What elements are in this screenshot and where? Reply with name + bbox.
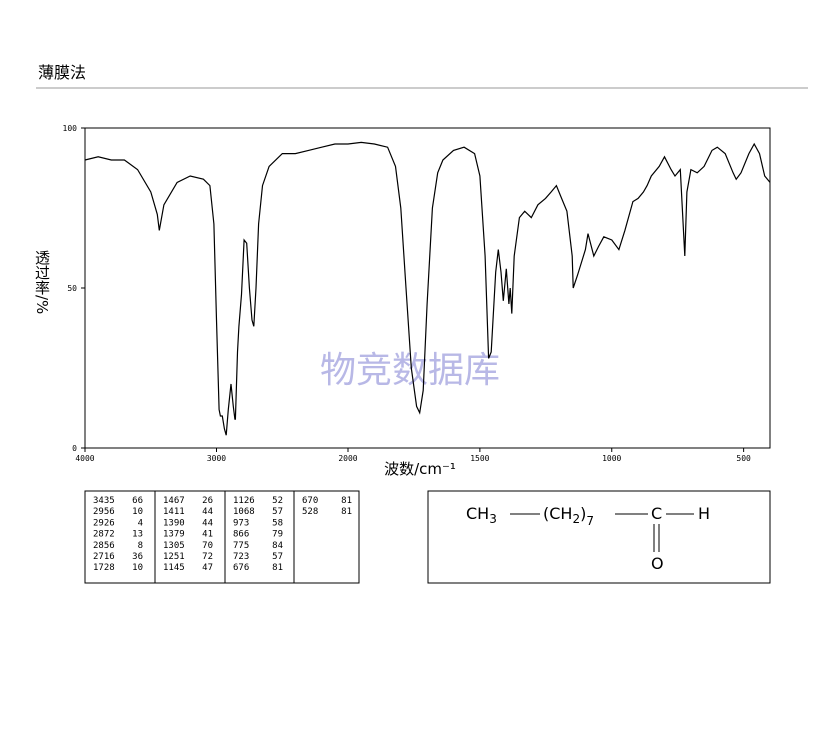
peak-transmittance: 66: [132, 496, 143, 506]
peak-wavenumber: 1126: [233, 496, 255, 506]
x-tick-label: 500: [736, 454, 751, 463]
peak-transmittance: 57: [272, 552, 283, 562]
peak-transmittance: 70: [202, 541, 213, 551]
peak-transmittance: 81: [272, 563, 283, 573]
peak-transmittance: 13: [132, 530, 143, 540]
peak-wavenumber: 1145: [163, 563, 185, 573]
peak-transmittance: 44: [202, 518, 213, 528]
peak-transmittance: 72: [202, 552, 213, 562]
x-tick-label: 3000: [207, 454, 226, 463]
peak-wavenumber: 723: [233, 552, 249, 562]
spectrum-line: [84, 141, 771, 436]
x-tick-label: 4000: [75, 454, 94, 463]
peak-transmittance: 36: [132, 552, 143, 562]
hydrogen: H: [698, 504, 710, 523]
peak-wavenumber: 1728: [93, 563, 115, 573]
peak-transmittance: 58: [272, 518, 283, 528]
peak-wavenumber: 2956: [93, 507, 115, 517]
peak-transmittance: 8: [138, 541, 143, 551]
peak-transmittance: 52: [272, 496, 283, 506]
oxygen: O: [651, 554, 664, 573]
peak-wavenumber: 1251: [163, 552, 185, 562]
peak-transmittance: 26: [202, 496, 213, 506]
y-tick-label: 0: [72, 444, 77, 453]
peak-wavenumber: 2872: [93, 530, 115, 540]
peak-wavenumber: 2856: [93, 541, 115, 551]
peak-transmittance: 47: [202, 563, 213, 573]
x-axis-label: 波数/cm⁻¹: [384, 460, 456, 478]
peak-wavenumber: 676: [233, 563, 249, 573]
peak-wavenumber: 1411: [163, 507, 185, 517]
peak-transmittance: 10: [132, 507, 143, 517]
peak-table-frame: [84, 490, 360, 584]
x-tick-label: 1500: [470, 454, 489, 463]
peak-transmittance: 4: [138, 518, 143, 528]
peak-wavenumber: 2716: [93, 552, 115, 562]
peak-wavenumber: 670: [302, 496, 318, 506]
peak-wavenumber: 3435: [93, 496, 115, 506]
y-axis-label: 透过率/%: [33, 250, 51, 314]
peak-transmittance: 57: [272, 507, 283, 517]
peak-transmittance: 41: [202, 530, 213, 540]
y-tick-label: 50: [67, 284, 77, 293]
y-tick-label: 100: [63, 124, 78, 133]
x-tick-label: 1000: [602, 454, 621, 463]
peak-wavenumber: 528: [302, 507, 318, 517]
peak-wavenumber: 1068: [233, 507, 255, 517]
peak-wavenumber: 973: [233, 518, 249, 528]
peak-transmittance: 10: [132, 563, 143, 573]
structure: CH3 (CH2)7 C H O: [466, 504, 710, 573]
peak-transmittance: 44: [202, 507, 213, 517]
peak-wavenumber: 2926: [93, 518, 115, 528]
group1: CH3: [466, 504, 497, 526]
peak-transmittance: 81: [341, 507, 352, 517]
peak-transmittance: 84: [272, 541, 283, 551]
peak-wavenumber: 1379: [163, 530, 185, 540]
peak-transmittance: 81: [341, 496, 352, 506]
peak-wavenumber: 775: [233, 541, 249, 551]
peak-wavenumber: 1305: [163, 541, 185, 551]
x-tick-label: 2000: [338, 454, 357, 463]
group2: (CH2)7: [543, 504, 594, 528]
peak-wavenumber: 866: [233, 530, 249, 540]
carbon: C: [651, 504, 662, 523]
structure-frame: [427, 490, 771, 584]
page-title: 薄膜法: [38, 63, 86, 82]
peak-transmittance: 79: [272, 530, 283, 540]
peak-wavenumber: 1467: [163, 496, 185, 506]
peak-wavenumber: 1390: [163, 518, 185, 528]
